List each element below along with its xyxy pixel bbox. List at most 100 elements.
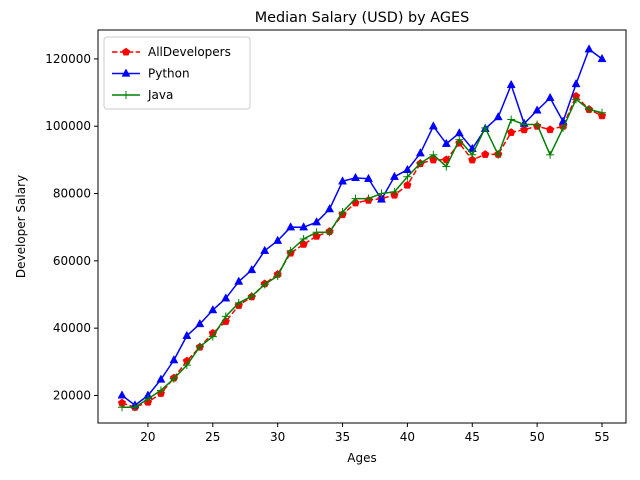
- data-point: [545, 92, 555, 102]
- series-line: [122, 98, 603, 408]
- data-point: [481, 123, 490, 132]
- x-tick-label: 50: [529, 430, 544, 444]
- data-point: [389, 171, 399, 180]
- legend-box: [103, 36, 251, 110]
- data-point: [286, 222, 296, 231]
- data-point: [312, 217, 322, 226]
- x-tick-label: 35: [335, 430, 350, 444]
- data-point: [376, 194, 386, 203]
- data-point: [260, 280, 269, 289]
- legend-item: Java: [112, 88, 173, 102]
- data-point: [493, 111, 503, 121]
- legend-label: AllDevelopers: [148, 45, 231, 59]
- data-point: [571, 78, 581, 88]
- data-point: [338, 176, 348, 185]
- data-point: [559, 123, 568, 132]
- data-point: [481, 150, 490, 158]
- y-tick-label: 20000: [53, 388, 91, 402]
- data-point: [312, 228, 321, 237]
- data-point: [299, 234, 308, 243]
- data-point: [130, 403, 139, 412]
- data-point: [415, 148, 425, 157]
- data-point: [364, 173, 373, 182]
- data-point: [442, 162, 451, 171]
- data-point: [585, 105, 594, 114]
- data-point: [377, 189, 386, 198]
- data-point: [338, 208, 347, 217]
- data-point: [195, 342, 204, 351]
- y-tick-label: 40000: [53, 321, 91, 335]
- data-point: [351, 194, 360, 203]
- data-point: [273, 271, 282, 280]
- data-point: [533, 120, 542, 129]
- data-point: [468, 150, 477, 159]
- data-point: [273, 235, 283, 244]
- data-point: [325, 228, 334, 237]
- legend-marker: [121, 47, 131, 56]
- series-layer: [117, 44, 607, 412]
- data-point: [468, 155, 477, 164]
- x-tick-label: 30: [270, 430, 285, 444]
- data-point: [520, 125, 529, 134]
- data-point: [597, 53, 607, 63]
- y-tick-label: 80000: [53, 187, 91, 201]
- data-point: [117, 390, 127, 399]
- data-point: [208, 305, 218, 314]
- data-point: [364, 194, 373, 203]
- data-point: [260, 245, 270, 254]
- chart-title: Median Salary (USD) by AGES: [255, 10, 469, 26]
- plot-frame: [97, 29, 627, 424]
- y-axis-label: Developer Salary: [14, 175, 28, 278]
- data-point: [428, 121, 438, 130]
- data-point: [247, 264, 257, 274]
- data-point: [182, 361, 191, 370]
- data-point: [494, 150, 503, 159]
- legend-label: Python: [148, 67, 190, 81]
- data-point: [429, 150, 438, 159]
- x-tick-label: 20: [140, 430, 155, 444]
- data-point: [507, 115, 516, 124]
- x-tick-label: 45: [465, 430, 480, 444]
- x-axis-ticks: 20 25 30 35 40 45 50 55: [140, 423, 610, 444]
- series-java: [118, 95, 606, 412]
- data-point: [156, 386, 165, 395]
- data-point: [546, 125, 555, 134]
- data-point: [325, 204, 335, 213]
- data-point: [507, 128, 516, 136]
- data-point: [234, 276, 244, 285]
- y-tick-label: 100000: [45, 119, 91, 133]
- data-point: [416, 159, 425, 168]
- data-point: [546, 150, 555, 159]
- data-point: [169, 374, 178, 383]
- legend-label: Java: [147, 88, 173, 102]
- legend-item: AllDevelopers: [112, 45, 231, 59]
- data-point: [247, 292, 256, 301]
- legend-marker: [121, 68, 131, 77]
- data-point: [403, 172, 412, 181]
- data-point: [234, 298, 243, 307]
- data-point: [455, 135, 464, 144]
- data-point: [584, 44, 594, 53]
- series-line: [121, 48, 603, 406]
- series-python: [117, 44, 607, 409]
- data-point: [532, 105, 542, 114]
- data-point: [286, 246, 295, 255]
- data-point: [299, 222, 309, 231]
- data-point: [441, 138, 451, 147]
- data-point: [221, 312, 230, 321]
- x-axis-label: Ages: [347, 451, 376, 465]
- data-point: [169, 355, 179, 364]
- data-point: [506, 79, 516, 89]
- data-point: [390, 187, 399, 196]
- x-tick-label: 25: [205, 430, 220, 444]
- x-tick-label: 55: [594, 430, 609, 444]
- data-point: [195, 318, 205, 328]
- data-point: [208, 332, 217, 341]
- data-point: [520, 120, 529, 129]
- x-tick-label: 40: [400, 430, 415, 444]
- data-point: [156, 374, 166, 383]
- data-point: [182, 330, 192, 339]
- data-point: [598, 108, 606, 117]
- data-point: [403, 180, 412, 189]
